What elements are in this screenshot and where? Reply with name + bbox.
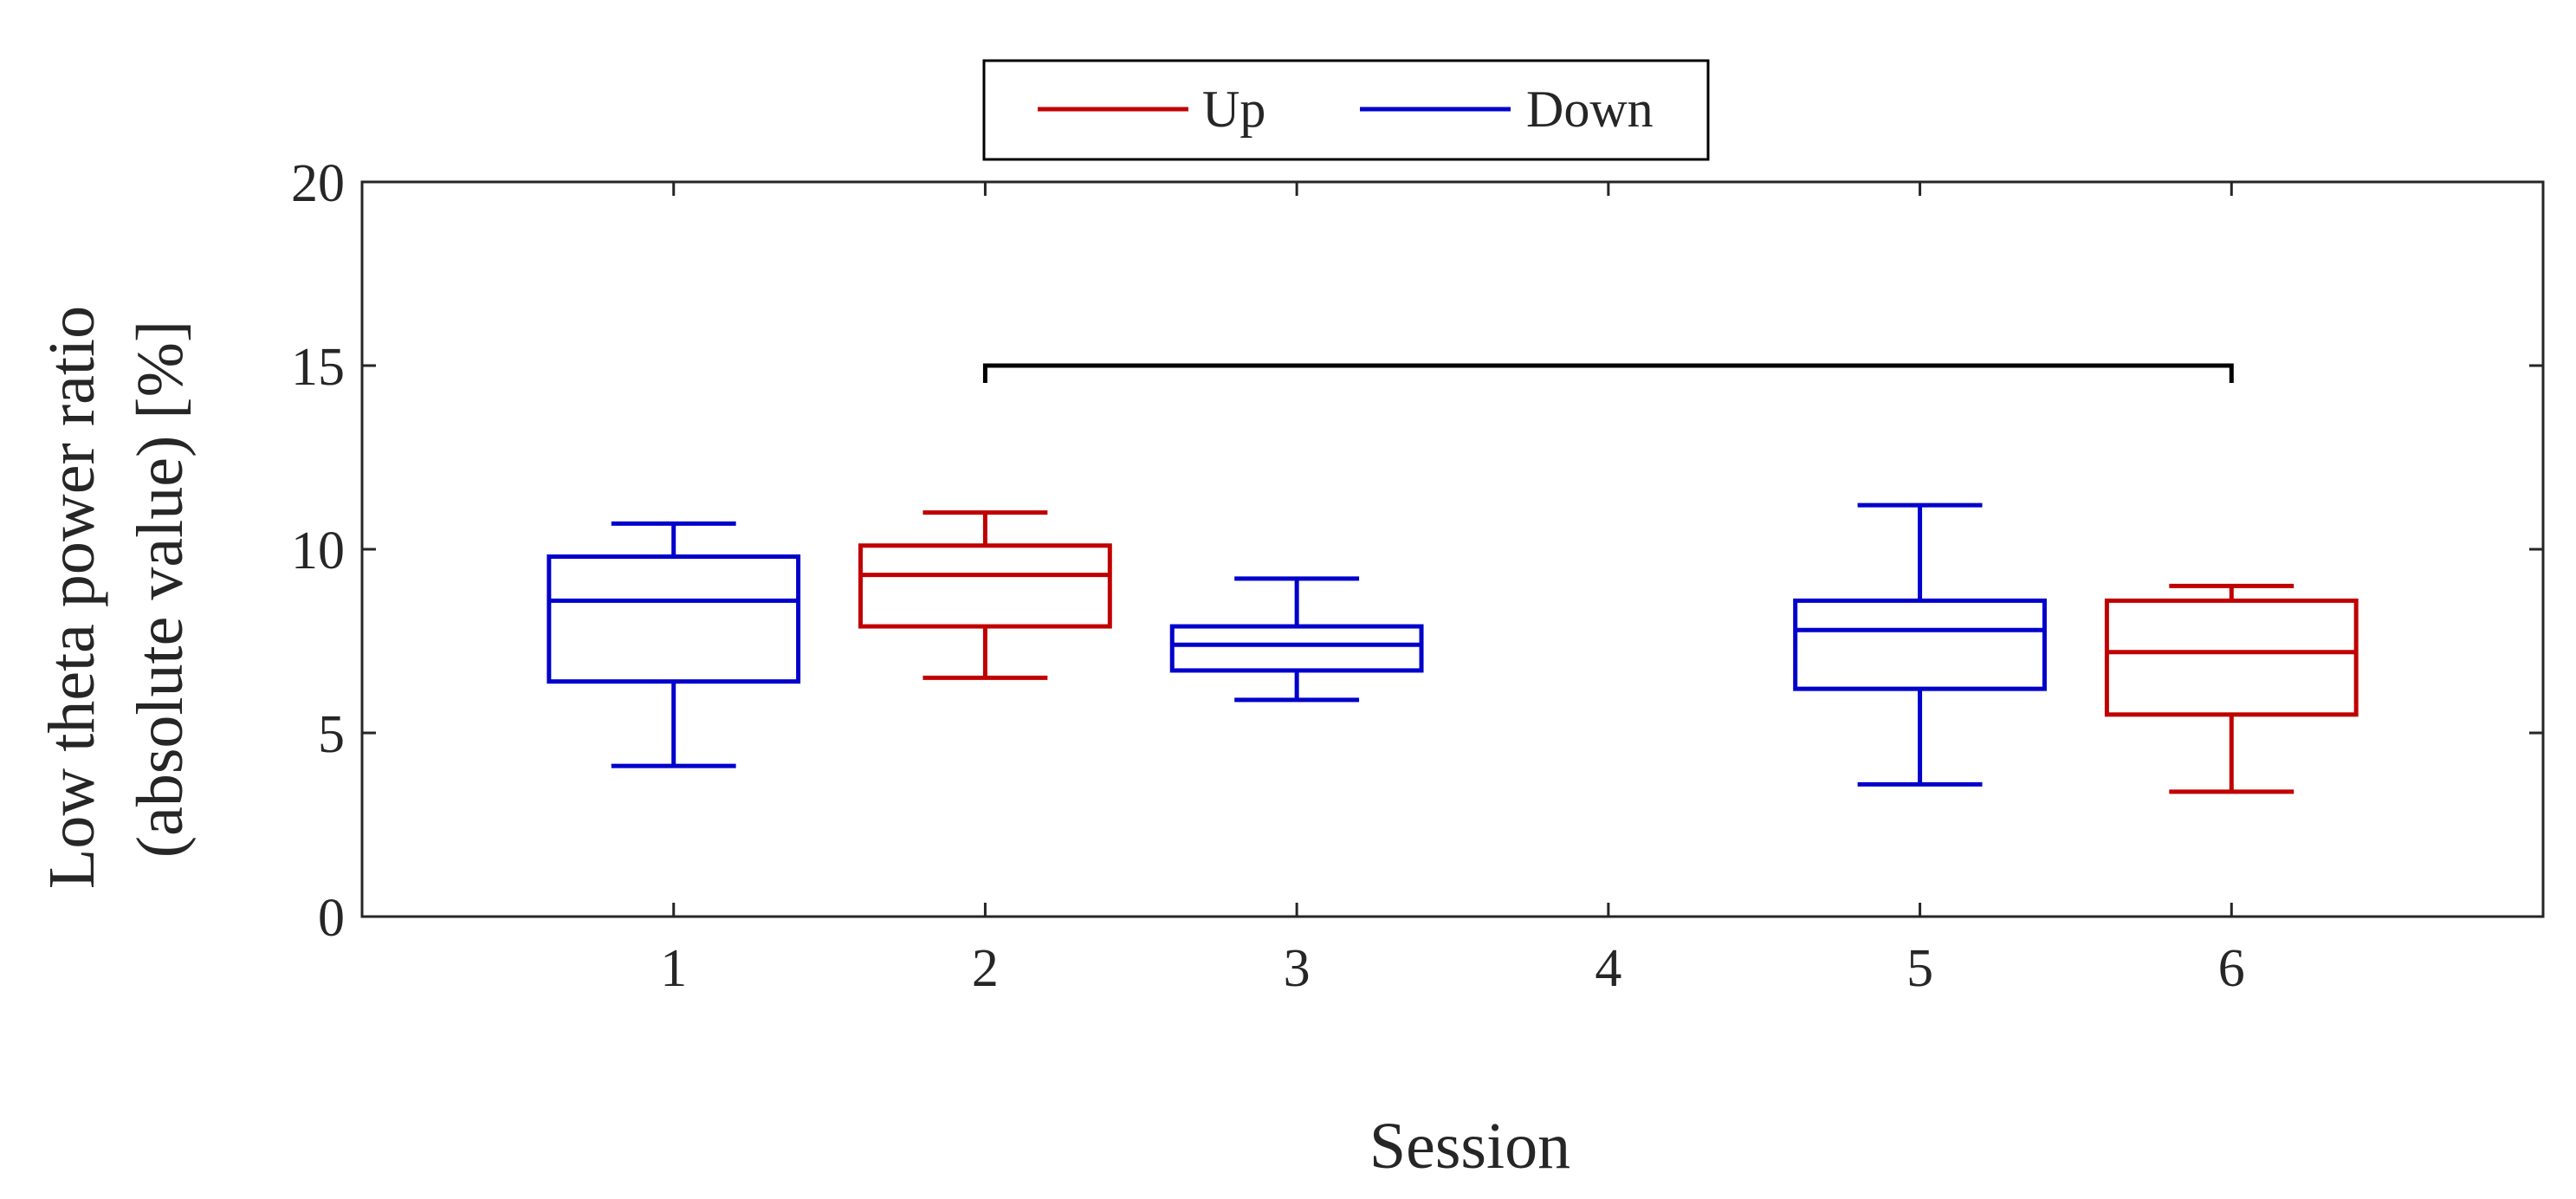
legend-label-up: Up xyxy=(1202,81,1265,138)
y-axis-label: Low theta power ratio (absolute value) [… xyxy=(36,289,197,889)
y-axis-label-line-1: Low theta power ratio xyxy=(36,306,108,889)
box-iqr xyxy=(547,554,801,684)
box-plots xyxy=(547,502,2359,794)
x-axis-label: Session xyxy=(1369,1110,1570,1183)
axis-ticks: 1 2 3 4 5 6 0 5 10 15 20 xyxy=(291,154,2543,998)
x-tick-label: 4 xyxy=(1595,939,1621,998)
plot-area xyxy=(360,180,2545,918)
box-iqr xyxy=(1169,624,1424,673)
x-tick-label: 1 xyxy=(660,939,687,998)
x-tick-label: 5 xyxy=(1906,939,1933,998)
y-tick-label: 5 xyxy=(318,705,345,764)
axes-frame xyxy=(360,180,2545,918)
box-session-3-down xyxy=(1169,576,1424,703)
x-tick-label: 3 xyxy=(1284,939,1311,998)
box-session-6-up xyxy=(2104,583,2359,794)
y-tick-label: 20 xyxy=(291,154,345,213)
box-session-1-down xyxy=(547,521,801,768)
box-iqr xyxy=(858,543,1112,629)
significance-bracket xyxy=(982,363,2234,383)
significance-line xyxy=(982,363,2234,383)
y-tick-label: 15 xyxy=(291,338,345,397)
y-tick-label: 10 xyxy=(291,522,345,580)
y-axis-label-line-2: (absolute value) [%] xyxy=(124,321,197,858)
y-tick-label: 0 xyxy=(318,889,345,948)
box-iqr xyxy=(1793,598,2047,691)
x-tick-label: 2 xyxy=(972,939,999,998)
legend-label-down: Down xyxy=(1526,81,1654,138)
box-session-2-up xyxy=(858,510,1112,680)
box-iqr xyxy=(2104,598,2359,717)
x-tick-label: 6 xyxy=(2218,939,2245,998)
box-session-5-down xyxy=(1793,502,2047,787)
legend: Up Down xyxy=(982,59,1710,161)
